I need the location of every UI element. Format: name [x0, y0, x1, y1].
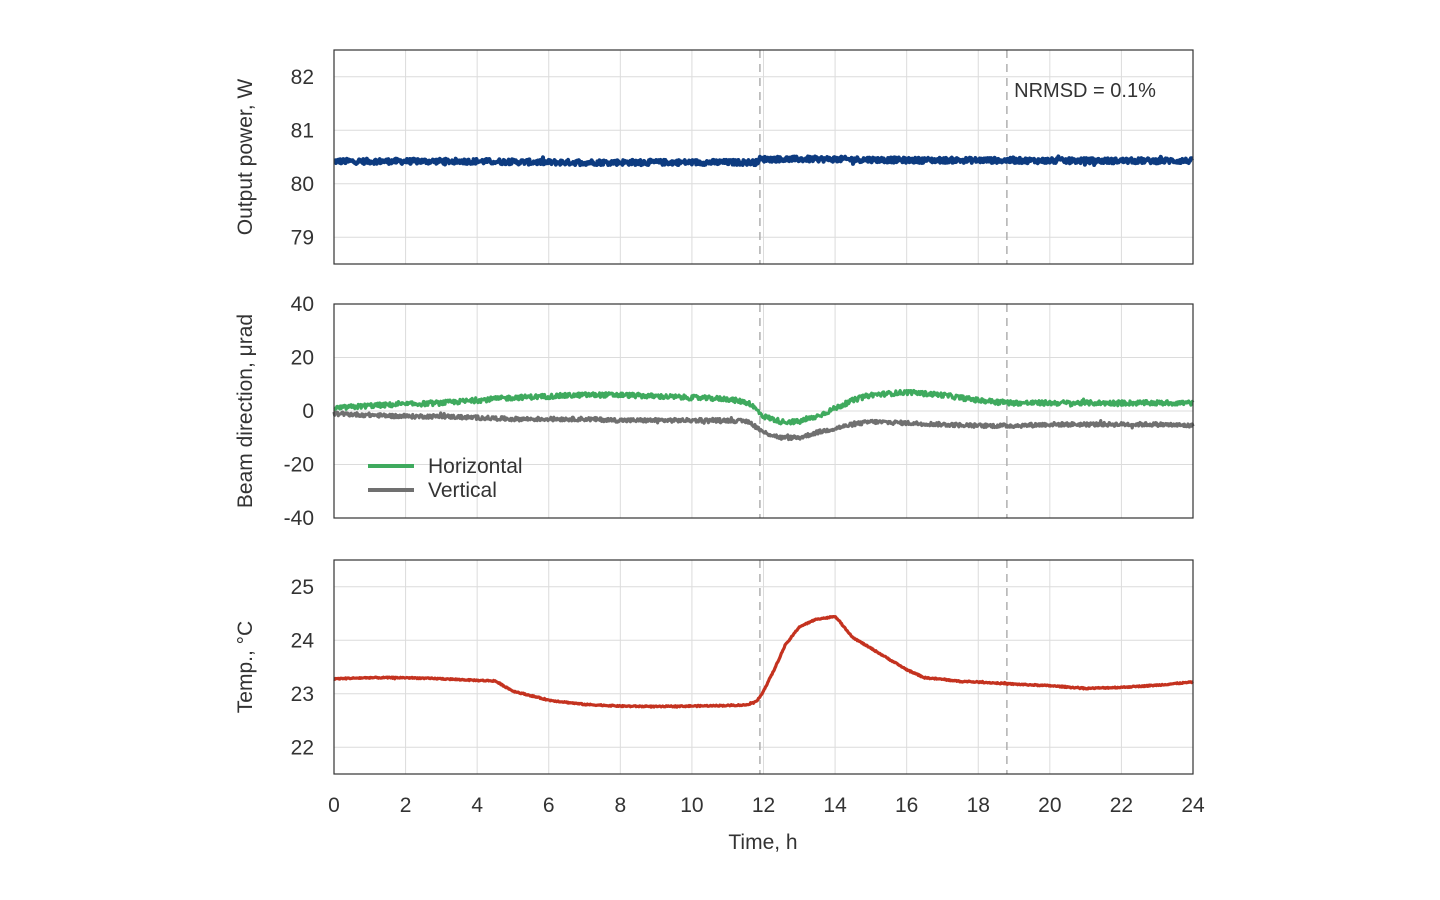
x-tick-label: 16 — [895, 794, 918, 817]
x-tick-label: 10 — [680, 794, 703, 817]
y-tick-label: 80 — [291, 173, 314, 196]
legend-label-horizontal: Horizontal — [428, 455, 523, 478]
x-tick-label: 0 — [328, 794, 340, 817]
series-line-top — [332, 154, 1195, 168]
y-tick-label: 24 — [291, 629, 315, 652]
series-line-bottom — [333, 615, 1194, 709]
x-tick-label: 22 — [1110, 794, 1133, 817]
legend-label-vertical: Vertical — [428, 479, 497, 502]
y-tick-label: -40 — [284, 507, 314, 530]
y-tick-label: 79 — [291, 226, 314, 249]
series-line-horizontal — [333, 388, 1195, 426]
x-tick-label: 14 — [823, 794, 847, 817]
y-tick-label: -20 — [284, 454, 314, 477]
y-axis-title-beam-direction: Beam direction, μrad — [234, 314, 257, 508]
legend: Horizontal Vertical — [368, 455, 523, 502]
x-tick-label: 2 — [400, 794, 412, 817]
beam-direction-panel: 40 20 0 -20 -40 — [284, 293, 1195, 530]
y-axis-title-temperature: Temp., °C — [234, 621, 257, 713]
x-tick-label: 4 — [471, 794, 483, 817]
plot-frame — [333, 49, 1194, 265]
x-tick-label: 6 — [543, 794, 555, 817]
x-tick-label: 24 — [1181, 794, 1205, 817]
y-axis-title-output-power: Output power, W — [234, 79, 257, 236]
plot-frame — [333, 303, 1194, 519]
y-tick-label: 0 — [302, 400, 314, 423]
y-tick-label: 20 — [291, 347, 314, 370]
y-tick-label: 81 — [291, 119, 314, 142]
x-tick-label: 18 — [967, 794, 990, 817]
x-axis-title: Time, h — [728, 831, 797, 854]
x-tick-label: 8 — [614, 794, 626, 817]
y-tick-label: 25 — [291, 576, 314, 599]
x-tick-label: 12 — [752, 794, 775, 817]
x-tick-label: 20 — [1038, 794, 1061, 817]
y-tick-label: 82 — [291, 66, 314, 89]
y-tick-label: 40 — [291, 293, 314, 316]
output-power-panel: 79 80 81 82 — [291, 49, 1195, 265]
y-tick-label: 23 — [291, 683, 314, 706]
y-tick-label: 22 — [291, 736, 314, 759]
nrmsd-annotation: NRMSD = 0.1% — [1014, 80, 1156, 102]
series-line-vertical — [332, 410, 1195, 442]
plot-frame — [333, 559, 1194, 775]
